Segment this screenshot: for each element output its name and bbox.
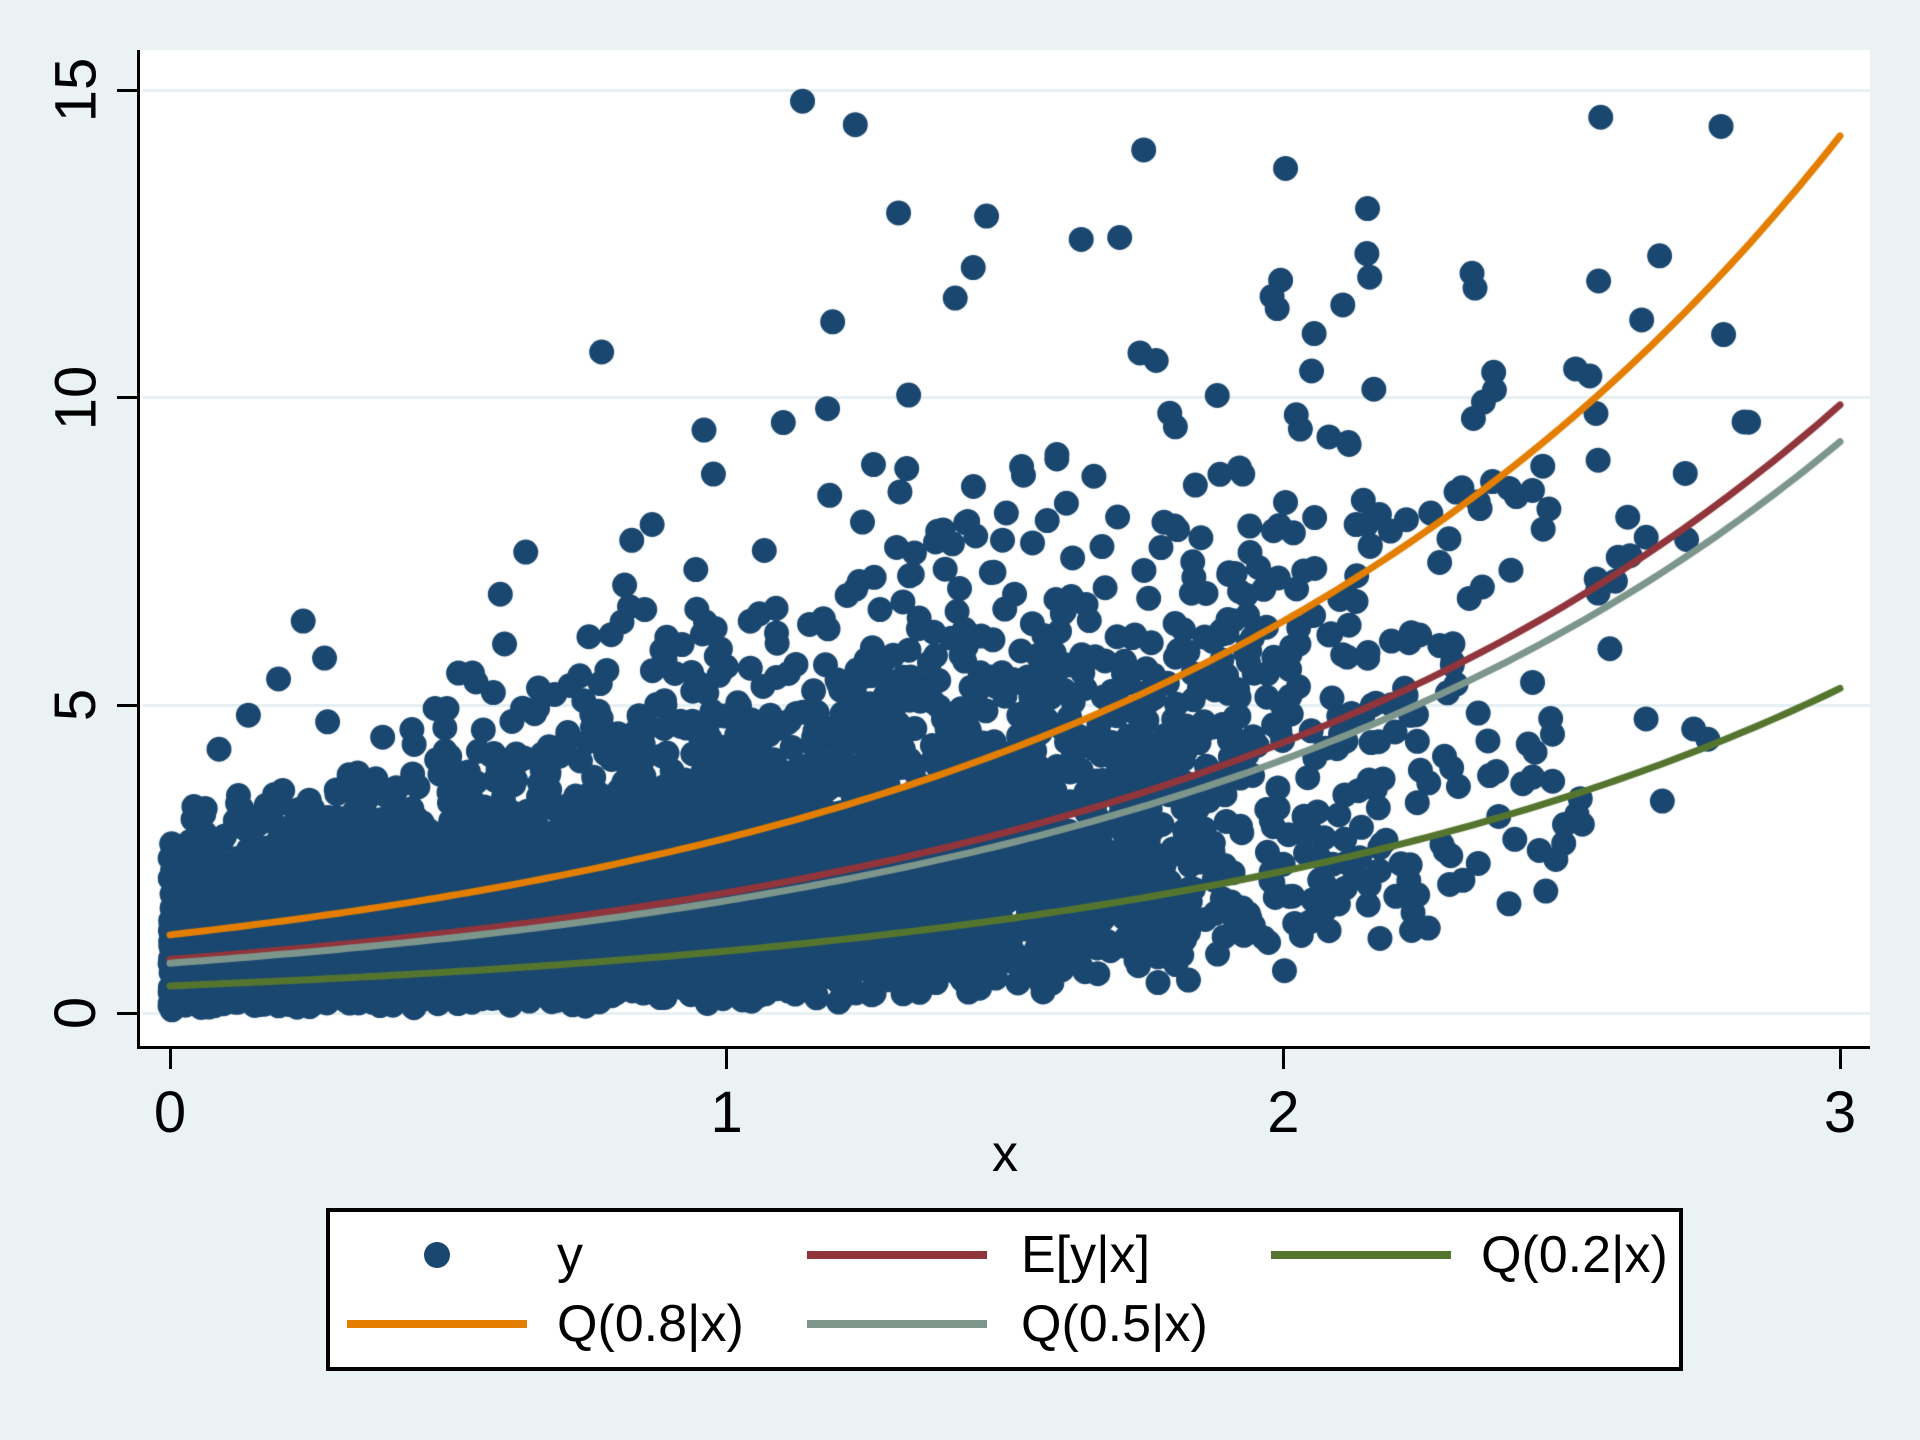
y-tick-label-text: 10 xyxy=(42,365,108,430)
y-tick-mark xyxy=(117,396,137,400)
y-tick-mark xyxy=(117,703,137,707)
y-tick-label-text: 0 xyxy=(42,996,108,1030)
x-tick-mark xyxy=(1281,1049,1285,1069)
y-axis-line xyxy=(137,50,140,1049)
legend: y E[y|x] Q(0.2|x) Q(0.8|x) Q(0.5|x) xyxy=(326,1208,1683,1371)
legend-line-swatch xyxy=(807,1320,987,1328)
plot-area xyxy=(140,50,1870,1046)
y-gridline xyxy=(143,703,1870,707)
y-gridline xyxy=(143,396,1870,400)
legend-marker-icon xyxy=(424,1242,450,1268)
x-tick-mark xyxy=(725,1049,729,1069)
y-gridline xyxy=(143,88,1870,92)
y-tick-mark xyxy=(117,88,137,92)
legend-label: E[y|x] xyxy=(1021,1226,1151,1284)
legend-label: y xyxy=(557,1226,583,1284)
legend-line-swatch xyxy=(807,1251,987,1259)
x-tick-mark xyxy=(1838,1049,1842,1069)
x-tick-label: 3 xyxy=(1823,1080,1857,1145)
legend-line-swatch xyxy=(1271,1251,1451,1259)
legend-label: Q(0.5|x) xyxy=(1021,1295,1208,1353)
y-tick-label-text: 15 xyxy=(42,57,108,123)
x-axis-line xyxy=(137,1046,1870,1049)
legend-label: Q(0.8|x) xyxy=(557,1295,744,1353)
x-axis-title: x xyxy=(992,1125,1018,1183)
legend-label: Q(0.2|x) xyxy=(1481,1226,1668,1284)
x-tick-label: 1 xyxy=(710,1080,743,1145)
y-tick-mark xyxy=(117,1011,137,1015)
y-tick-label-text: 5 xyxy=(42,689,108,722)
y-tick-label: 0 xyxy=(0,933,156,1093)
x-tick-label: 0 xyxy=(153,1080,187,1145)
legend-line-swatch xyxy=(347,1320,527,1328)
y-tick-label: 10 xyxy=(0,318,156,478)
y-tick-label: 5 xyxy=(0,625,156,785)
x-tick-label: 2 xyxy=(1267,1080,1300,1145)
y-tick-label: 15 xyxy=(0,10,156,170)
x-tick-mark xyxy=(168,1049,172,1069)
y-gridline xyxy=(143,1011,1870,1015)
